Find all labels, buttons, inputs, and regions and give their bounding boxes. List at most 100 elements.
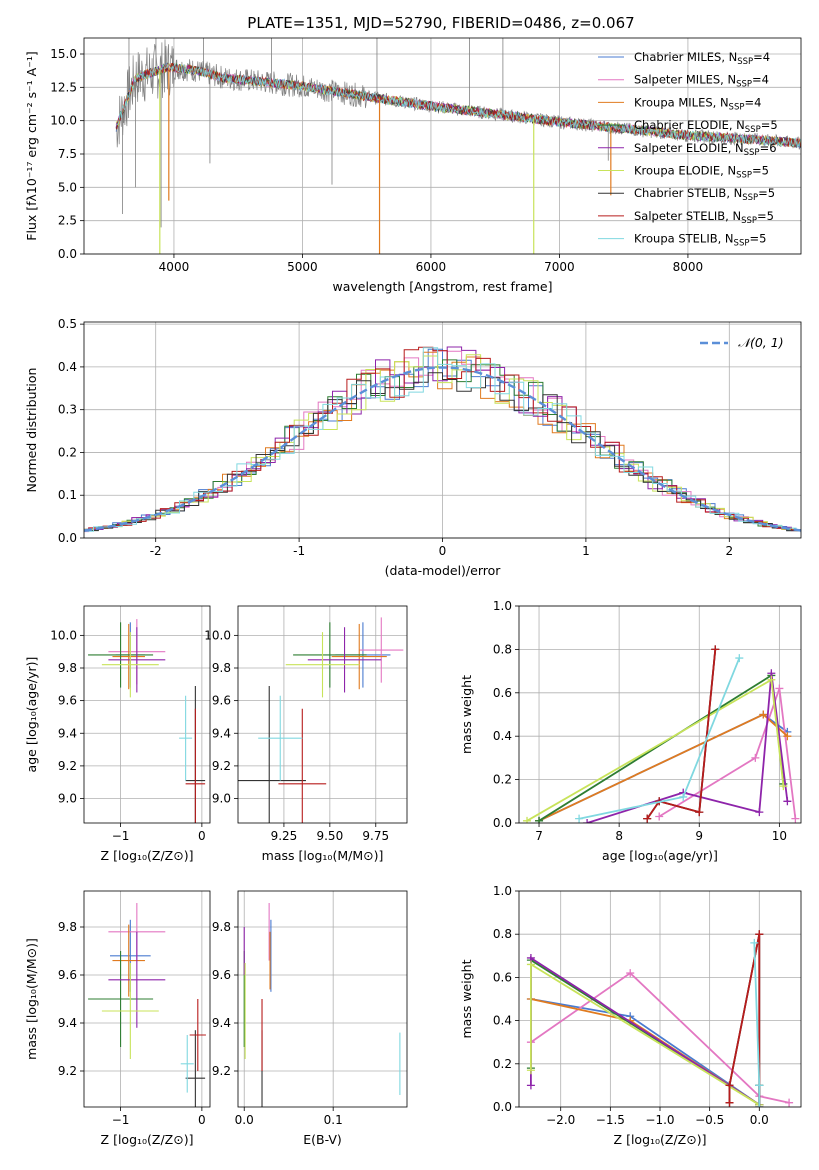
y-tick-label: 9.4 [212,726,231,740]
y-tick-label: 0.0 [493,816,512,830]
panel-weight_vs_Z: −2.0 −1.5 −1.0 −0.5 0.0 0.0 0.2 0.4 0.6 0.8 1.0 Z [… [459,884,802,1147]
weight-line-chabrier_miles [530,998,761,1107]
legend-suffix: =5 [758,186,775,200]
weight-marker-salpeter_stelib [725,1098,734,1107]
y-tick-label: 1.0 [493,884,512,898]
y-tick-label: 0.4 [493,729,512,743]
legend-label-salpeter_stelib: Salpeter STELIB, NSSP=5 [634,209,774,226]
x-tick-label: 0 [198,1113,206,1127]
weight-marker-salpeter_stelib [725,1081,734,1090]
y-tick-label: 0.4 [58,360,77,374]
x-tick-label: −1.5 [596,1113,625,1127]
panel-mass_vs_EBV: 0.0 0.1 9.2 9.4 9.6 9.8 E(B-V) [212,890,408,1147]
y-tick-label: 9.4 [212,1016,231,1030]
weight-line-kroupa_miles [538,713,789,822]
y-tick-label: 9.4 [58,726,77,740]
x-tick-label: −1.0 [645,1113,674,1127]
legend-prefix: Chabrier ELODIE, N [634,118,745,132]
y-tick-label: 9.4 [58,1016,77,1030]
y-tick-label: 0.2 [493,1057,512,1071]
y-tick-label: 7.5 [58,147,77,161]
x-tick-label: −0.5 [695,1113,724,1127]
weight-marker-kroupa_elodie [779,782,788,791]
weight-marker-kroupa_stelib [755,1103,764,1107]
plot-area [84,346,801,533]
legend-sub: SSP [741,216,757,226]
y-tick-label: 9.2 [212,759,231,773]
plot-area [115,38,801,254]
legend-sub: SSP [736,80,752,90]
x-tick-label: 1 [582,544,590,558]
weight-marker-kroupa_elodie [767,675,776,684]
legend-sub: SSP [745,125,761,135]
y-tick-label: 9.6 [58,968,77,982]
y-axis-label: mass weight [459,675,474,754]
grid [84,606,210,823]
weight-marker-salpeter_elodie [583,819,592,823]
y-tick-label: 9.8 [58,661,77,675]
x-tick-label: −2.0 [546,1113,575,1127]
x-tick-label: -2 [150,544,162,558]
legend-sub: SSP [734,239,750,249]
weight-line-kroupa_elodie [530,962,760,1106]
legend-label-chabrier_stelib: Chabrier STELIB, NSSP=5 [634,186,775,203]
y-tick-label: 2.5 [58,214,77,228]
grid [238,606,407,823]
weight-marker-salpeter_miles [775,684,784,693]
x-axis-label: wavelength [Angstrom, rest frame] [332,279,552,294]
x-tick-label: 6000 [416,260,447,274]
model-kroupa_stelib [115,62,801,148]
panel-residuals: -2 -1 0 1 2 0.0 0.1 0.2 0.3 0.4 0.5 (data-model)/er… [24,317,802,578]
y-tick-label: 0.5 [58,317,77,331]
legend-suffix: =4 [753,50,770,64]
histogram-kroupa_stelib [84,347,801,532]
legend-prefix: Salpeter STELIB, N [634,209,741,223]
grid [84,891,210,1107]
axes-frame [83,890,211,1108]
legend-suffix: =5 [749,232,766,246]
axes-frame [83,321,802,539]
plot-area [88,903,206,1107]
weight-marker-kroupa_miles [759,710,768,719]
x-tick-label: 0 [439,544,447,558]
y-axis-label: Normed distribution [24,368,39,493]
weight-marker-salpeter_elodie [755,808,764,817]
y-tick-label: 9.8 [58,920,77,934]
panel-weight_vs_age: 7 8 9 10 0.0 0.2 0.4 0.6 0.8 1.0 age [log₁₀(age/yr… [459,599,802,863]
y-tick-label: 0.6 [493,970,512,984]
y-tick-label: 1.0 [493,599,512,613]
grid [519,605,801,824]
y-axis-label: mass weight [459,959,474,1038]
y-axis-label: mass [log₁₀(M/M⊙)] [24,938,39,1060]
histogram-chabrier_stelib [84,372,801,532]
legend-prefix: Chabrier STELIB, N [634,186,742,200]
panel-mass_vs_Z: −1 0 9.2 9.4 9.6 9.8 Z [log₁₀(Z/Z⊙)] mass [log₁… [24,890,211,1147]
y-tick-label: 15.0 [50,47,77,61]
x-axis-label: mass [log₁₀(M/M⊙)] [262,848,384,863]
weight-marker-kroupa_elodie [526,960,535,969]
y-axis-label: age [log₁₀(age/yr)] [24,657,39,773]
x-tick-label: −1 [112,1113,130,1127]
legend-label-chabrier_miles: Chabrier MILES, NSSP=4 [634,50,770,67]
legend-label-salpeter_miles: Salpeter MILES, NSSP=4 [634,73,769,90]
y-tick-label: 0.1 [58,488,77,502]
legend-prefix: Kroupa ELODIE, N [634,164,736,178]
histogram-kroupa_elodie [84,354,801,532]
legend-label-salpeter_elodie: Salpeter ELODIE, NSSP=6 [634,141,777,158]
figure-title: PLATE=1351, MJD=52790, FIBERID=0486, z=0… [247,14,634,32]
x-tick-label: 7 [535,829,543,843]
x-axis-label: age [log₁₀(age/yr)] [602,848,718,863]
weight-line-kroupa_stelib [578,657,741,820]
plot-area [526,930,794,1107]
legend-sub: SSP [744,148,760,158]
weight-line-salpeter_elodie [586,673,789,823]
weight-marker-kroupa_stelib [575,814,584,823]
legend-label-kroupa_stelib: Kroupa STELIB, NSSP=5 [634,232,766,249]
weight-line-salpeter_miles [530,971,790,1104]
y-tick-label: 9.2 [58,759,77,773]
x-tick-label: 9.25 [271,829,298,843]
axes-frame [518,890,802,1108]
x-tick-label: 9.75 [362,829,389,843]
y-tick-label: 0.8 [493,927,512,941]
x-tick-label: 0.0 [235,1113,254,1127]
